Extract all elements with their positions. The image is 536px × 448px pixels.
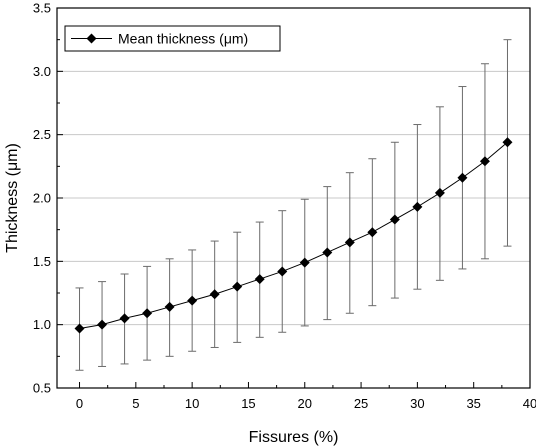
x-tick-label: 20 — [298, 396, 312, 411]
legend-box — [64, 25, 281, 52]
data-point-marker — [457, 172, 468, 183]
axis-ticks — [57, 7, 531, 389]
y-tick-label: 2.5 — [33, 127, 51, 142]
x-tick-labels: 0 5 10 15 20 25 30 35 40 — [76, 396, 536, 411]
data-point-marker — [164, 301, 175, 312]
data-point-marker — [344, 237, 355, 248]
y-tick-label: 1.5 — [33, 254, 51, 269]
data-point-marker — [232, 281, 243, 292]
legend: Mean thickness (μm) — [64, 25, 281, 52]
data-point-marker — [142, 308, 153, 319]
data-point-marker — [412, 201, 423, 212]
y-tick-label: 3.0 — [33, 64, 51, 79]
data-markers — [74, 137, 513, 334]
x-tick-label: 30 — [410, 396, 424, 411]
x-tick-label: 0 — [76, 396, 83, 411]
data-point-marker — [322, 247, 333, 258]
x-tick-label: 5 — [132, 396, 139, 411]
data-point-marker — [254, 274, 265, 285]
x-axis-title: Fissures (%) — [249, 429, 339, 446]
y-tick-label: 0.5 — [33, 381, 51, 396]
y-axis-title: Thickness (μm) — [4, 143, 21, 253]
series-line-group — [79, 141, 508, 329]
series-line — [79, 141, 508, 329]
data-point-marker — [502, 137, 513, 148]
data-point-marker — [367, 227, 378, 238]
data-point-marker — [434, 187, 445, 198]
x-tick-label: 10 — [185, 396, 199, 411]
x-tick-label: 35 — [466, 396, 480, 411]
data-point-marker — [74, 323, 85, 334]
data-point-marker — [479, 156, 490, 167]
data-point-marker — [187, 295, 198, 306]
legend-diamond-icon — [86, 33, 97, 44]
data-point-marker — [119, 313, 130, 324]
x-tick-label: 40 — [523, 396, 536, 411]
error-bars — [75, 39, 512, 371]
data-point-marker — [277, 266, 288, 277]
data-point-marker — [97, 319, 108, 330]
gridlines — [57, 70, 530, 326]
data-point-marker — [389, 214, 400, 225]
y-tick-labels: 0.5 1.0 1.5 2.0 2.5 3.0 3.5 — [33, 1, 51, 396]
legend-label: Mean thickness (μm) — [118, 31, 248, 47]
x-tick-label: 25 — [354, 396, 368, 411]
x-tick-label: 15 — [241, 396, 255, 411]
y-tick-label: 2.0 — [33, 191, 51, 206]
y-tick-label: 3.5 — [33, 1, 51, 16]
data-point-marker — [299, 257, 310, 268]
data-point-marker — [209, 289, 220, 300]
y-tick-label: 1.0 — [33, 317, 51, 332]
